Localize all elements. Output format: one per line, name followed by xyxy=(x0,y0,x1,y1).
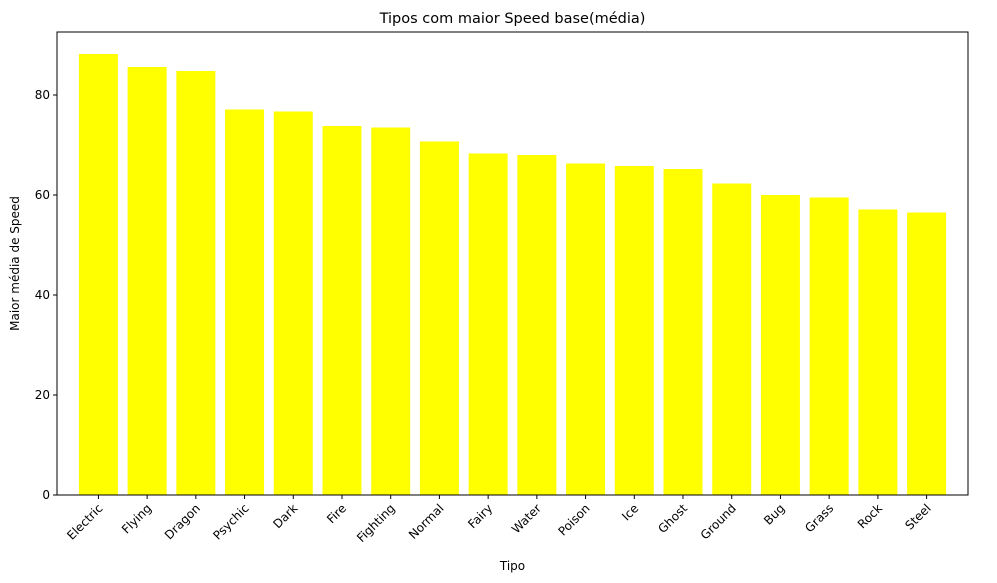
bars-group xyxy=(78,54,947,495)
bar-steel xyxy=(907,212,947,495)
x-tick-label: Rock xyxy=(855,501,885,531)
bar-electric xyxy=(78,54,118,495)
y-tick-label: 80 xyxy=(35,88,50,102)
x-tick-label: Psychic xyxy=(210,501,251,542)
x-tick-label: Bug xyxy=(761,501,787,527)
x-tick-label: Poison xyxy=(555,501,592,538)
x-axis: Electric Flying Dragon Psychic Dark Fire Fight… xyxy=(64,495,934,545)
y-axis-label: Maior média de Speed xyxy=(8,196,22,331)
x-tick-label: Fire xyxy=(324,501,349,526)
x-tick-label: Dark xyxy=(270,501,300,531)
x-tick-label: Fighting xyxy=(354,501,398,545)
x-tick-label: Ghost xyxy=(655,501,690,536)
bar-flying xyxy=(127,67,167,495)
y-tick-label: 20 xyxy=(35,388,50,402)
chart-title: Tipos com maior Speed base(média) xyxy=(379,11,646,27)
y-tick-label: 60 xyxy=(35,188,50,202)
bar-fighting xyxy=(371,127,411,495)
bar-fairy xyxy=(468,153,508,495)
x-tick-label: Steel xyxy=(902,501,933,532)
plot-frame xyxy=(56,31,969,496)
bar-dragon xyxy=(176,71,216,495)
x-tick-label: Normal xyxy=(406,501,447,542)
x-tick-label: Dragon xyxy=(162,501,203,542)
bar-dark xyxy=(273,111,313,495)
bar-psychic xyxy=(225,109,265,495)
x-axis-label: Tipo xyxy=(499,559,525,573)
bar-ground xyxy=(712,183,752,495)
bar-ghost xyxy=(663,169,703,495)
bar-ice xyxy=(614,166,654,495)
y-axis: 0 20 40 60 80 xyxy=(35,88,57,502)
bar-normal xyxy=(419,141,459,495)
bar-poison xyxy=(566,163,606,495)
bar-water xyxy=(517,155,557,495)
x-tick-label: Grass xyxy=(802,501,836,535)
y-tick-label: 0 xyxy=(42,488,50,502)
x-tick-label: Flying xyxy=(119,501,154,536)
bar-bug xyxy=(760,195,800,495)
y-tick-label: 40 xyxy=(35,288,50,302)
x-tick-label: Ice xyxy=(619,501,641,523)
x-tick-label: Fairy xyxy=(465,501,495,531)
bar-fire xyxy=(322,126,362,495)
bar-grass xyxy=(809,197,849,495)
x-tick-label: Electric xyxy=(64,501,105,542)
bar-rock xyxy=(858,209,898,495)
x-tick-label: Water xyxy=(509,501,544,536)
x-tick-label: Ground xyxy=(698,501,739,542)
